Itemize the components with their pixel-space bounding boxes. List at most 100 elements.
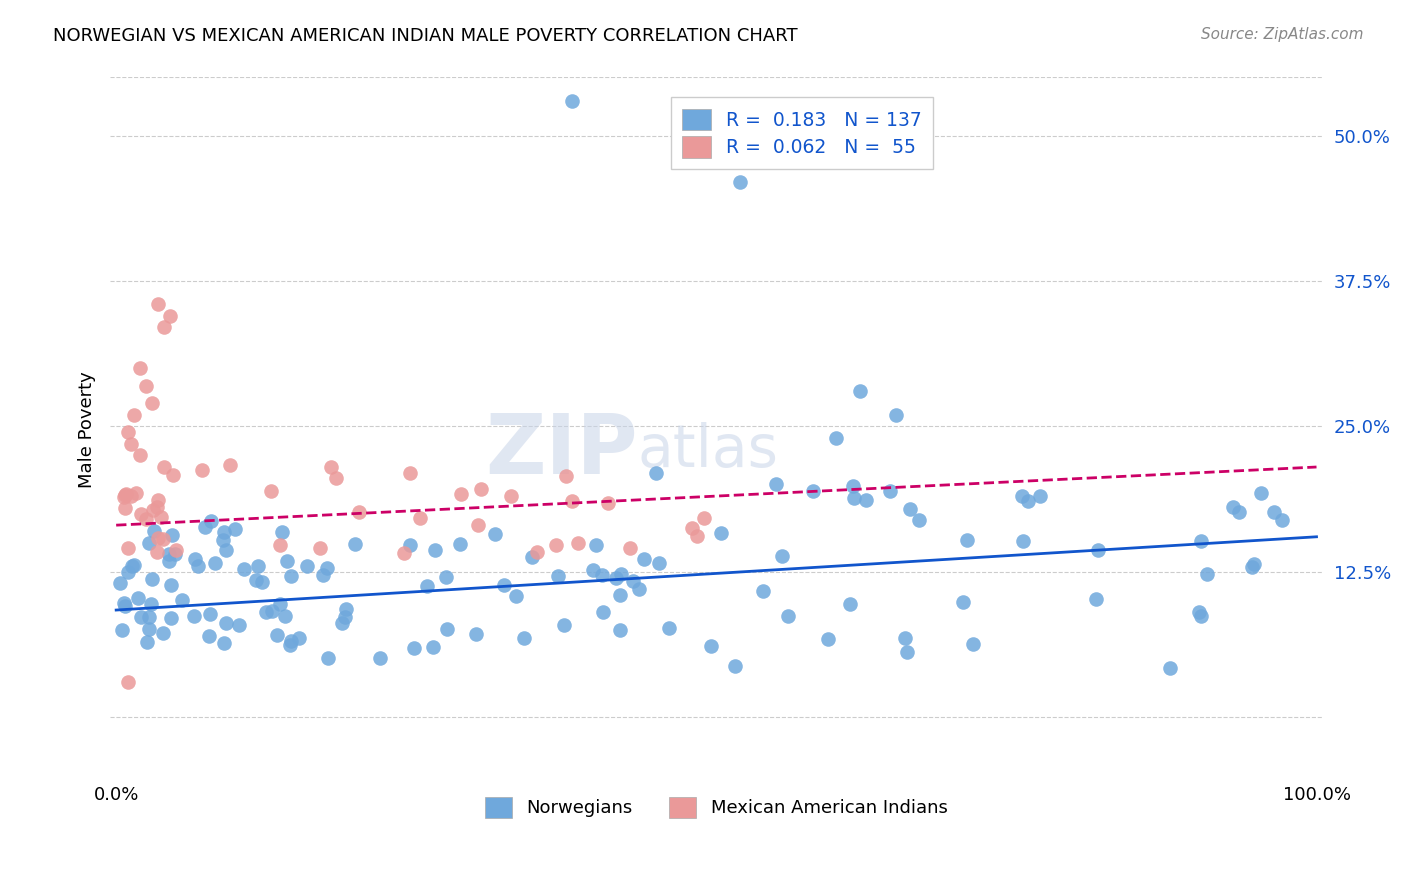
Point — [392, 545, 415, 559]
Point — [682, 521, 704, 535]
Point — [567, 536, 589, 550]
Point — [114, 487, 136, 501]
Point — [152, 625, 174, 640]
Point — [547, 569, 569, 583]
Point — [592, 605, 614, 619]
Point — [770, 549, 793, 563]
Point — [212, 525, 235, 540]
Point — [153, 459, 176, 474]
Point — [825, 431, 848, 445]
Point — [184, 552, 207, 566]
Point — [838, 597, 860, 611]
Point — [627, 582, 650, 596]
Point — [1240, 560, 1263, 574]
Point — [952, 594, 974, 608]
Point — [160, 577, 183, 591]
Point — [146, 492, 169, 507]
Point — [450, 487, 472, 501]
Point — [146, 545, 169, 559]
Legend: Norwegians, Mexican American Indians: Norwegians, Mexican American Indians — [478, 789, 955, 825]
Point — [135, 635, 157, 649]
Point — [183, 609, 205, 624]
Point — [204, 556, 226, 570]
Point — [274, 609, 297, 624]
Point — [316, 650, 339, 665]
Point — [228, 618, 250, 632]
Point — [585, 538, 607, 552]
Point — [765, 477, 787, 491]
Point — [266, 628, 288, 642]
Point — [250, 574, 273, 589]
Point — [724, 659, 747, 673]
Text: NORWEGIAN VS MEXICAN AMERICAN INDIAN MALE POVERTY CORRELATION CHART: NORWEGIAN VS MEXICAN AMERICAN INDIAN MAL… — [53, 27, 799, 45]
Point — [399, 538, 422, 552]
Point — [271, 525, 294, 540]
Point — [200, 514, 222, 528]
Point — [224, 522, 246, 536]
Point — [1271, 513, 1294, 527]
Point — [152, 532, 174, 546]
Point — [157, 547, 180, 561]
Point — [333, 610, 356, 624]
Point — [956, 533, 979, 547]
Point — [159, 309, 181, 323]
Point — [278, 638, 301, 652]
Point — [553, 618, 575, 632]
Point — [513, 631, 536, 645]
Point — [117, 541, 139, 555]
Point — [120, 489, 142, 503]
Point — [526, 545, 548, 559]
Point — [194, 520, 217, 534]
Text: ZIP: ZIP — [485, 409, 637, 491]
Point — [1011, 489, 1033, 503]
Point — [120, 436, 142, 450]
Point — [114, 488, 136, 502]
Point — [330, 615, 353, 630]
Point — [1029, 489, 1052, 503]
Point — [685, 529, 707, 543]
Point — [163, 548, 186, 562]
Point — [692, 511, 714, 525]
Point — [122, 558, 145, 572]
Point — [609, 624, 631, 638]
Point — [143, 524, 166, 538]
Point — [117, 675, 139, 690]
Point — [621, 574, 644, 589]
Point — [1222, 500, 1244, 515]
Point — [894, 631, 917, 645]
Point — [112, 596, 135, 610]
Point — [347, 505, 370, 519]
Point — [198, 607, 221, 622]
Point — [398, 466, 420, 480]
Point — [436, 622, 458, 636]
Point — [1085, 591, 1108, 606]
Point — [276, 553, 298, 567]
Text: Source: ZipAtlas.com: Source: ZipAtlas.com — [1201, 27, 1364, 42]
Point — [1189, 534, 1212, 549]
Text: atlas: atlas — [637, 422, 779, 479]
Point — [1087, 543, 1109, 558]
Point — [778, 608, 800, 623]
Point — [896, 645, 918, 659]
Point — [492, 578, 515, 592]
Point — [309, 541, 332, 555]
Point — [434, 570, 457, 584]
Point — [554, 468, 576, 483]
Point — [214, 616, 236, 631]
Point — [112, 490, 135, 504]
Point — [138, 609, 160, 624]
Point — [849, 384, 872, 399]
Point — [214, 635, 236, 649]
Point — [658, 621, 681, 635]
Point — [700, 639, 723, 653]
Point — [467, 517, 489, 532]
Point — [1250, 486, 1272, 500]
Point — [122, 408, 145, 422]
Point — [709, 525, 731, 540]
Point — [141, 597, 163, 611]
Point — [609, 588, 631, 602]
Point — [232, 562, 254, 576]
Point — [409, 511, 432, 525]
Point — [801, 484, 824, 499]
Point — [150, 510, 173, 524]
